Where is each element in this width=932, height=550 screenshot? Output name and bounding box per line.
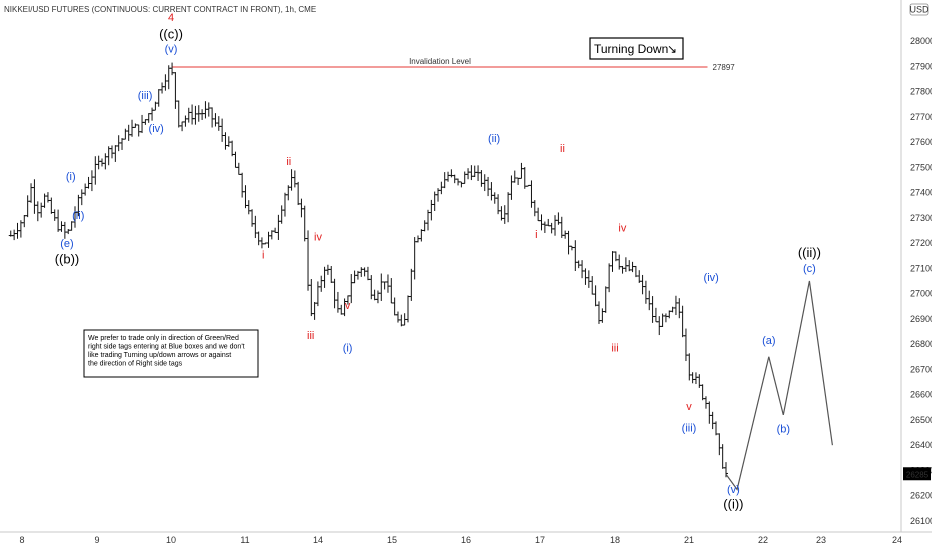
- wave-label: (c): [803, 263, 816, 275]
- wave-label: (i): [66, 171, 76, 183]
- y-tick-label: 26500: [910, 415, 932, 425]
- projection-line: [725, 280, 833, 491]
- x-tick-label: 24: [892, 535, 902, 545]
- wave-label: 4: [168, 12, 174, 24]
- x-tick-label: 17: [535, 535, 545, 545]
- wave-label: (iii): [682, 422, 697, 434]
- last-price-label: 26285: [906, 470, 929, 479]
- invalidation-value: 27897: [713, 63, 736, 72]
- wave-label: (iii): [138, 90, 153, 102]
- y-tick-label: 26200: [910, 491, 932, 501]
- wave-label: (ii): [72, 210, 84, 222]
- x-tick-label: 14: [313, 535, 323, 545]
- y-tick-label: 27100: [910, 263, 932, 273]
- last-price-tag: [903, 467, 931, 481]
- x-tick-label: 9: [94, 535, 99, 545]
- wave-label: ((c)): [159, 26, 183, 41]
- y-tick-label: 26800: [910, 339, 932, 349]
- x-tick-label: 8: [19, 535, 24, 545]
- projection-path: [725, 280, 833, 491]
- x-tick-label: 15: [387, 535, 397, 545]
- wave-label: iv: [314, 232, 322, 244]
- wave-label: (i): [343, 343, 353, 355]
- wave-label: iii: [611, 343, 618, 355]
- wave-label: (b): [777, 424, 790, 436]
- wave-label: (e): [60, 238, 73, 250]
- wave-label: i: [535, 229, 537, 241]
- invalidation-level: Invalidation Level 27897: [172, 57, 735, 72]
- currency-badge-label: USD: [909, 5, 929, 15]
- wave-label: (ii): [488, 133, 500, 145]
- y-tick-label: 26700: [910, 364, 932, 374]
- x-tick-label: 22: [758, 535, 768, 545]
- x-tick-label: 11: [240, 535, 249, 545]
- wave-label: ((b)): [55, 251, 80, 266]
- wave-labels: 4((c))(v)(iii)(iv)(i)(ii)(e)((b)) iiiiiii…: [55, 12, 821, 512]
- wave-label: (v): [727, 484, 740, 496]
- wave-label: ((ii)): [798, 245, 821, 260]
- turning-down-arrow-icon: ↘: [667, 42, 677, 56]
- ohlc-bars: [8, 62, 728, 478]
- y-tick-label: 27500: [910, 162, 932, 172]
- y-tick-label: 27000: [910, 289, 932, 299]
- wave-label: (v): [165, 43, 178, 55]
- y-tick-label: 27700: [910, 112, 932, 122]
- wave-label: ii: [560, 143, 565, 155]
- x-tick-label: 21: [684, 535, 694, 545]
- wave-label: (iv): [704, 272, 719, 284]
- x-tick-label: 10: [166, 535, 176, 545]
- wave-label: iii: [307, 330, 314, 342]
- wave-label: ((i)): [723, 496, 743, 511]
- turning-down-box: [589, 37, 684, 60]
- y-tick-label: 26600: [910, 390, 932, 400]
- wave-label: i: [262, 249, 264, 261]
- x-tick-label: 23: [816, 535, 826, 545]
- chart-title: NIKKEI/USD FUTURES (CONTINUOUS: CURRENT …: [4, 5, 316, 14]
- invalidation-label: Invalidation Level: [409, 57, 471, 66]
- y-tick-label: 27600: [910, 137, 932, 147]
- y-tick-label: 27200: [910, 238, 932, 248]
- wave-label: (a): [762, 335, 775, 347]
- note-text: We prefer to trade only in direction of …: [88, 335, 245, 368]
- y-tick-label: 28000: [910, 36, 932, 46]
- wave-label: v: [686, 401, 692, 413]
- x-tick-label: 18: [610, 535, 620, 545]
- y-tick-label: 27300: [910, 213, 932, 223]
- wave-label: (iv): [149, 123, 164, 135]
- note-box: [83, 329, 259, 378]
- y-tick-label: 27800: [910, 87, 932, 97]
- y-tick-label: 26400: [910, 440, 932, 450]
- wave-label: v: [345, 300, 351, 312]
- turning-down-label: Turning Down: [594, 42, 668, 56]
- y-tick-label: 26100: [910, 516, 932, 526]
- y-tick-label: 27900: [910, 61, 932, 71]
- y-tick-label: 27400: [910, 188, 932, 198]
- wave-label: ii: [286, 156, 291, 168]
- x-tick-label: 16: [461, 535, 471, 545]
- overlays: NIKKEI/USD FUTURES (CONTINUOUS: CURRENT …: [4, 3, 931, 481]
- currency-badge: [909, 3, 929, 16]
- y-tick-label: 26900: [910, 314, 932, 324]
- wave-label: iv: [618, 223, 626, 235]
